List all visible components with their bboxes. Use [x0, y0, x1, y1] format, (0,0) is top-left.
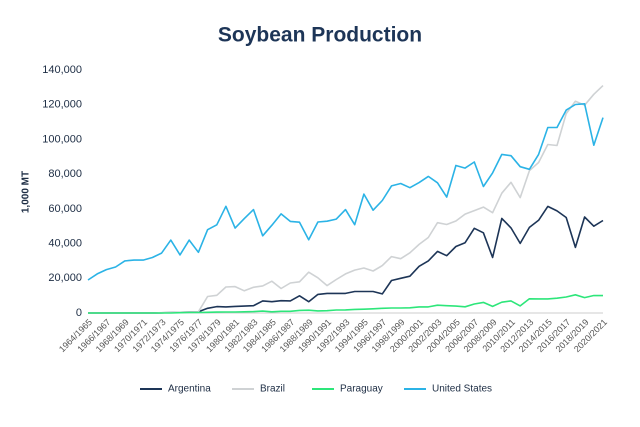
legend-label: Paraguay — [340, 384, 383, 395]
y-tick-label: 120,000 — [42, 99, 82, 111]
y-tick-label: 100,000 — [42, 133, 82, 145]
series-line — [88, 205, 604, 314]
y-tick-label: 40,000 — [48, 237, 82, 249]
y-tick-label: 60,000 — [48, 203, 82, 215]
series-line — [88, 85, 604, 314]
y-tick-label: 20,000 — [48, 272, 82, 284]
series-line — [88, 294, 604, 314]
chart-title: Soybean Production — [218, 24, 422, 47]
y-axis-label: 1,000 MT — [21, 171, 32, 213]
legend-label: Argentina — [168, 384, 211, 395]
y-tick-label: 0 — [76, 307, 82, 319]
y-tick-label: 140,000 — [42, 64, 82, 76]
legend-label: United States — [432, 384, 492, 395]
legend-label: Brazil — [260, 384, 285, 395]
y-tick-label: 80,000 — [48, 168, 82, 180]
series-line — [87, 103, 604, 281]
